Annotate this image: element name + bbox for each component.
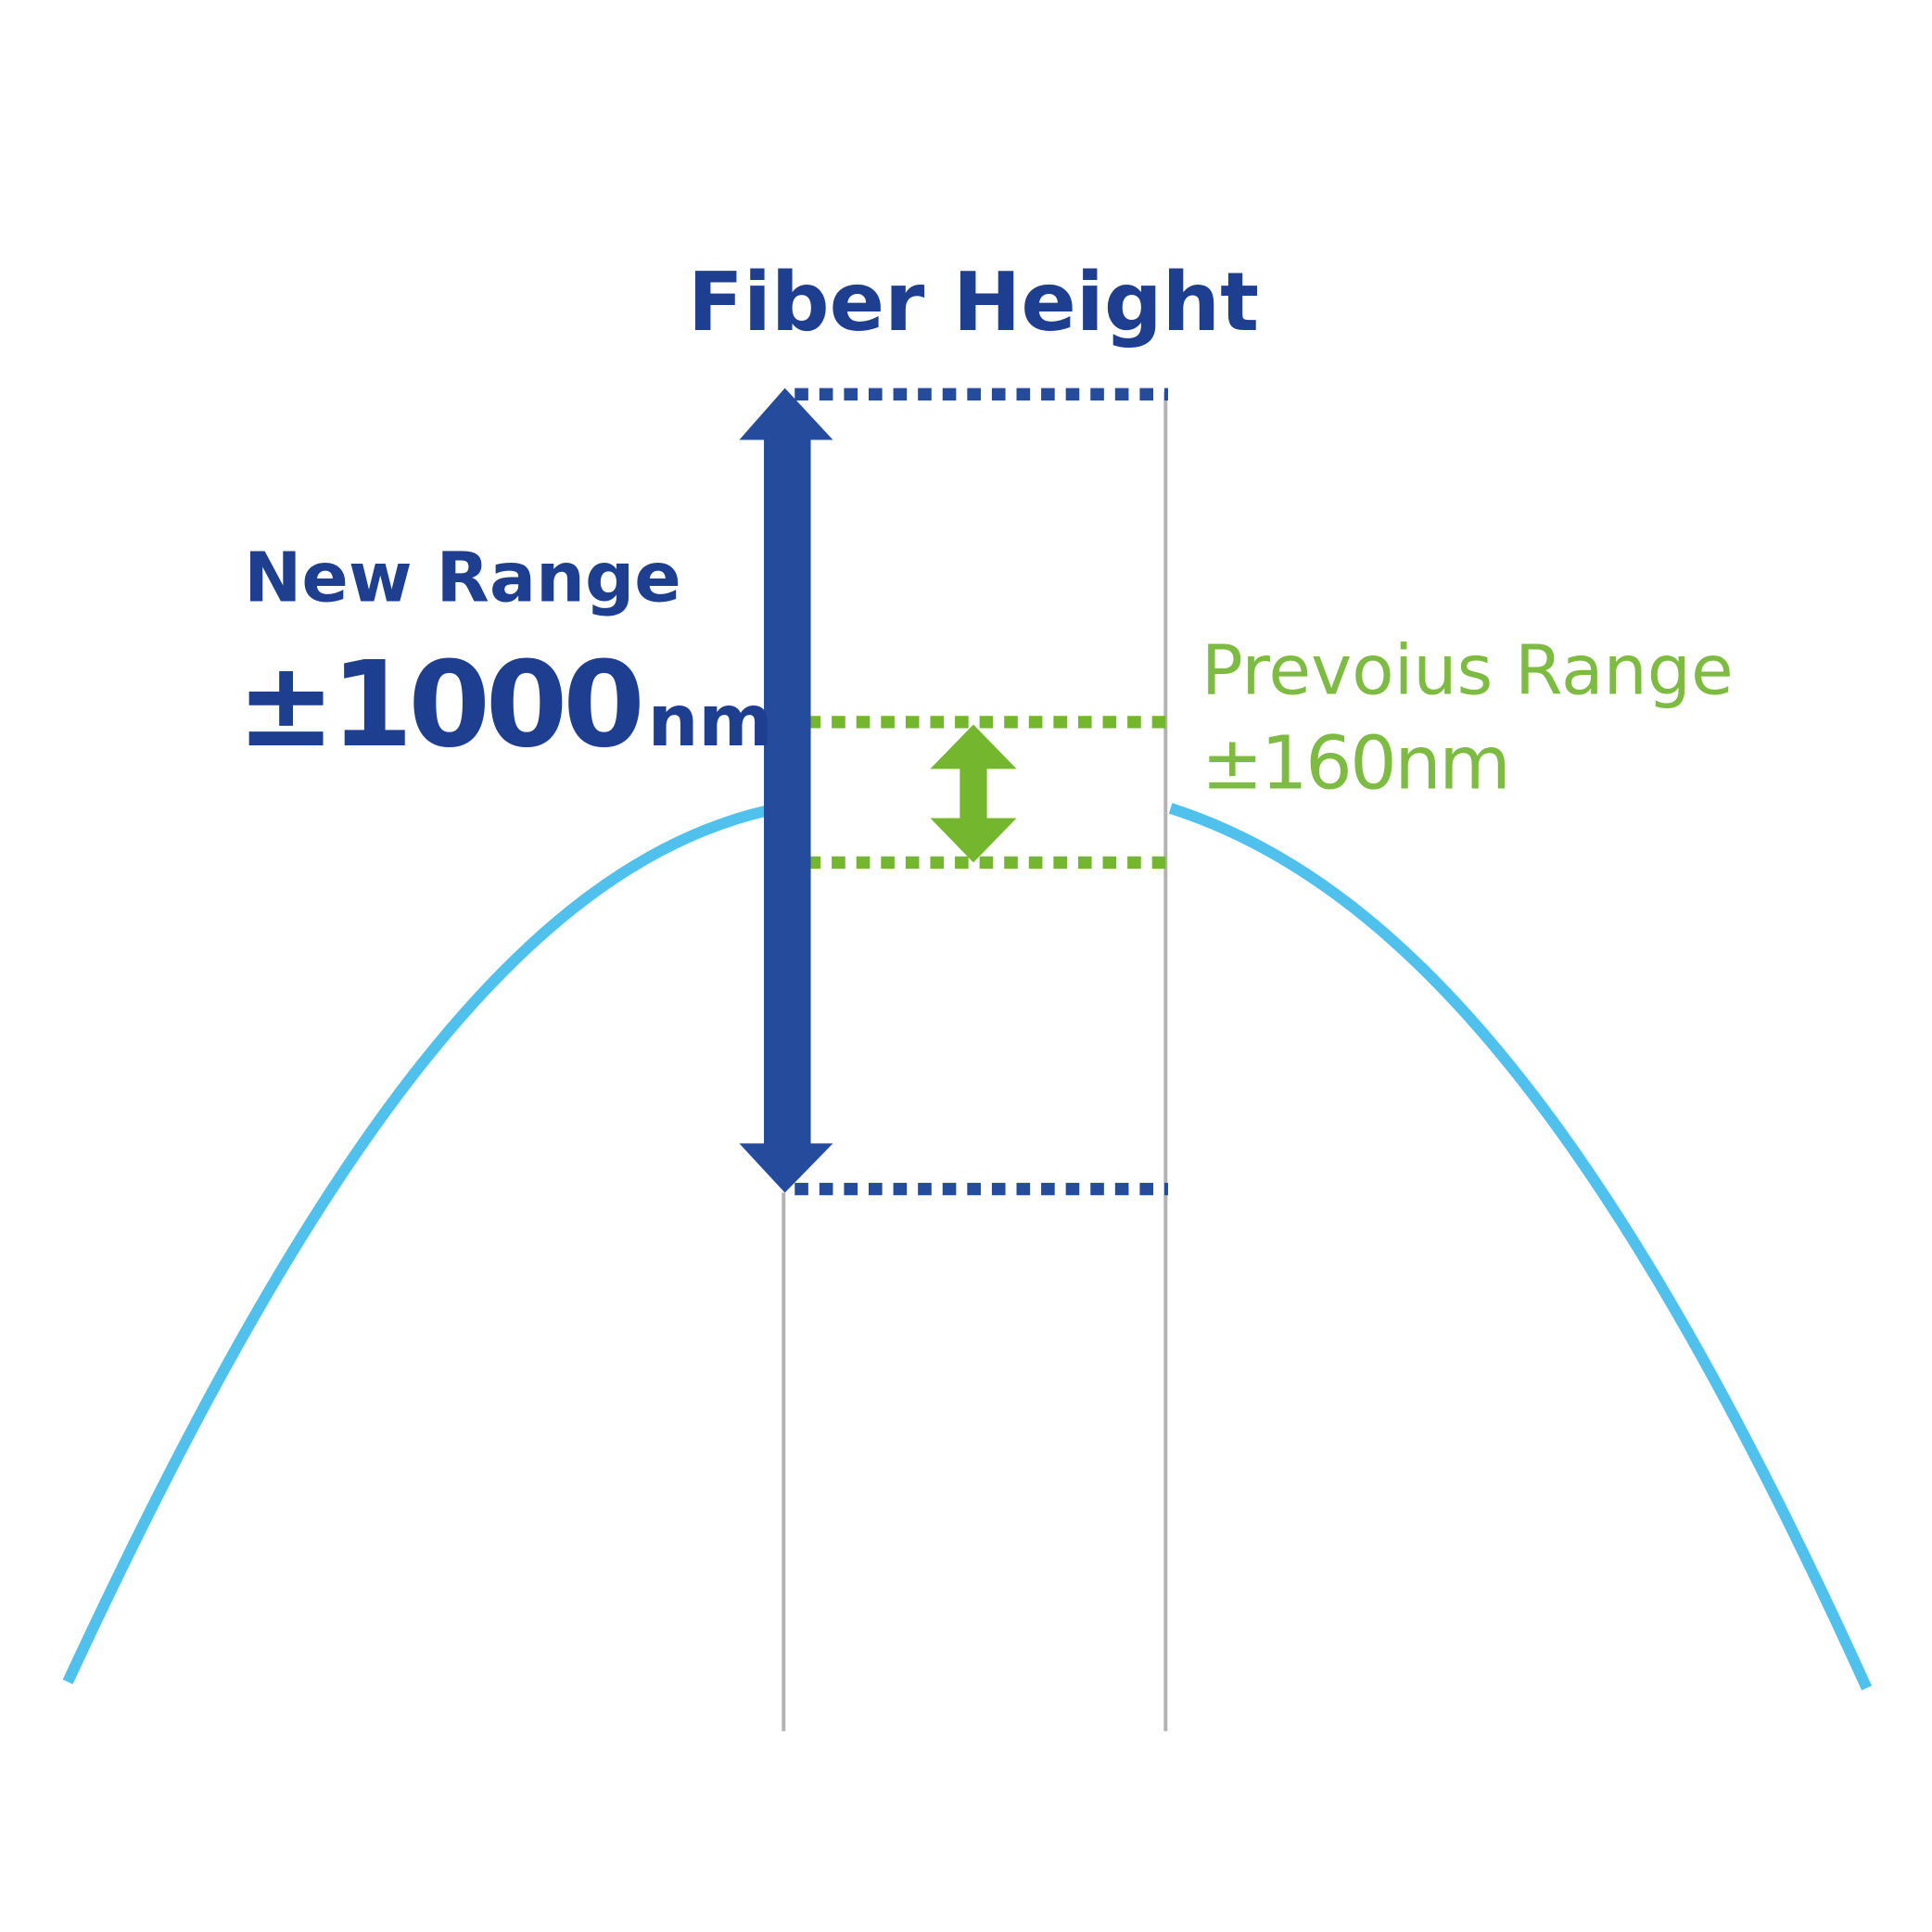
new-range-value: ±1000 <box>236 637 640 774</box>
fiber-curve-left <box>62 805 769 1684</box>
new-range-label: New Range <box>244 538 681 618</box>
new-range-unit: nm <box>648 680 773 763</box>
fiber-curve-right <box>1168 803 1873 1691</box>
new-range-arrow <box>739 388 833 1193</box>
previous-range-value: ±160nm <box>1201 720 1508 807</box>
previous-range-arrow <box>930 724 1017 863</box>
new-range-value-text: ±1000 nm <box>236 637 773 774</box>
previous-range-label: Prevoius Range <box>1201 629 1734 710</box>
diagram-title: Fiber Height <box>688 255 1259 350</box>
